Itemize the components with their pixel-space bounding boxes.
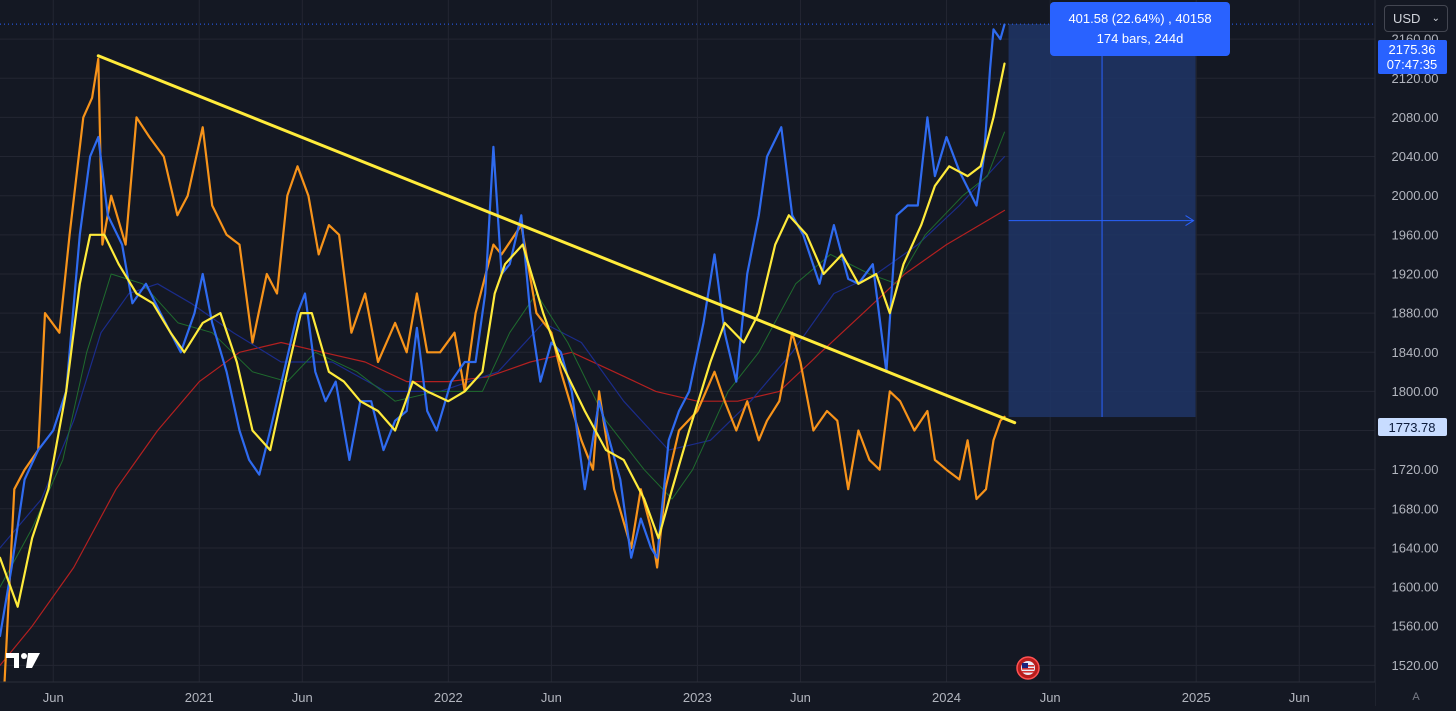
price-tick-label: 1880.00: [1392, 306, 1439, 321]
price-tick-label: 2080.00: [1392, 110, 1439, 125]
measure-bars-label: 174 bars, 244d: [1096, 31, 1184, 46]
time-tick-label: Jun: [541, 690, 562, 705]
last-price-badge: [1378, 40, 1447, 74]
secondary-price-label: 1773.78: [1389, 420, 1436, 435]
yellow-average-line: [0, 62, 1006, 608]
price-series: [0, 23, 1006, 706]
price-badges: 2175.36 07:47:35 1773.78: [1378, 40, 1447, 436]
secondary-price-badge: [1378, 418, 1447, 436]
us-flag-icon[interactable]: [1016, 656, 1040, 680]
annotations: [96, 54, 1017, 425]
time-tick-label: 2022: [434, 690, 463, 705]
orange-price-series: [0, 57, 1006, 706]
tradingview-logo-icon[interactable]: [6, 650, 40, 670]
bar-countdown-label: 07:47:35: [1387, 57, 1438, 72]
time-tick-label: 2021: [185, 690, 214, 705]
time-tick-label: Jun: [1289, 690, 1310, 705]
auto-scale-button[interactable]: A: [1412, 691, 1420, 703]
time-tick-label: Jun: [1040, 690, 1061, 705]
price-tick-label: 1840.00: [1392, 345, 1439, 360]
red-moving-average: [0, 209, 1006, 666]
last-price-label: 2175.36: [1389, 42, 1436, 57]
time-tick-label: 2023: [683, 690, 712, 705]
time-tick-label: Jun: [43, 690, 64, 705]
currency-select[interactable]: USD ⌄: [1384, 5, 1448, 32]
price-tick-label: 1640.00: [1392, 540, 1439, 555]
chevron-down-icon: ⌄: [1431, 13, 1440, 24]
trendline[interactable]: [96, 54, 1017, 425]
price-tick-label: 1520.00: [1392, 658, 1439, 673]
time-tick-label: 2025: [1182, 690, 1211, 705]
time-axis[interactable]: Jun 2021 Jun 2022 Jun 2023 Jun 2024 Jun 2025 Jun: [0, 681, 1375, 706]
price-axis[interactable]: 1520.00 1560.00 1600.00 1640.00 1680.00 1720.…: [1374, 0, 1456, 706]
measure-arrow-icon: [1185, 215, 1195, 227]
measure-info-box: 401.58 (22.64%) , 40158 174 bars, 244d: [1050, 2, 1230, 56]
price-tick-label: 1560.00: [1392, 619, 1439, 634]
price-tick-label: 1920.00: [1392, 266, 1439, 281]
currency-label: USD: [1393, 11, 1421, 26]
price-tick-label: 1720.00: [1392, 462, 1439, 477]
time-axis-background: [0, 682, 1375, 706]
navy-moving-average: [0, 156, 1006, 549]
time-tick-label: 2024: [932, 690, 961, 705]
time-tick-label: Jun: [790, 690, 811, 705]
measure-range: [0, 23, 1375, 706]
price-tick-label: 1600.00: [1392, 580, 1439, 595]
price-tick-label: 1800.00: [1392, 384, 1439, 399]
price-tick-label: 1960.00: [1392, 227, 1439, 242]
price-tick-label: 2000.00: [1392, 188, 1439, 203]
price-tick-label: 2120.00: [1392, 71, 1439, 86]
price-tick-label: 1680.00: [1392, 501, 1439, 516]
time-tick-label: Jun: [292, 690, 313, 705]
price-axis-background: [1375, 0, 1456, 706]
price-tick-label: 2040.00: [1392, 149, 1439, 164]
measure-change-label: 401.58 (22.64%) , 40158: [1068, 11, 1212, 26]
